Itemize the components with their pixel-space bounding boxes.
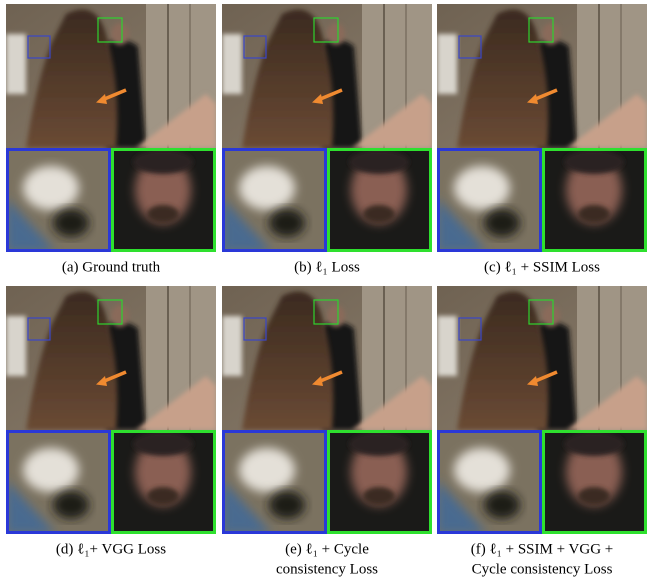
caption: Cycle consistency Loss <box>472 561 613 577</box>
caption: (a) Ground truth <box>62 259 161 275</box>
figure: (a) Ground truth (b) ℓ₁ Loss (c) ℓ₁ + SSIM… <box>0 0 649 580</box>
caption: (f) ℓ₁ + SSIM + VGG + <box>471 541 614 557</box>
image-panel <box>222 4 432 252</box>
caption: (d) ℓ₁+ VGG Loss <box>56 541 166 557</box>
image-panel <box>6 286 216 534</box>
caption: (e) ℓ₁ + Cycle <box>285 541 369 557</box>
caption: (b) ℓ₁ Loss <box>294 259 360 275</box>
image-panel <box>437 286 647 534</box>
caption: (c) ℓ₁ + SSIM Loss <box>484 259 600 275</box>
image-panel <box>222 286 432 534</box>
caption: consistency Loss <box>276 561 378 577</box>
image-panel <box>6 4 216 252</box>
image-panel <box>437 4 647 252</box>
